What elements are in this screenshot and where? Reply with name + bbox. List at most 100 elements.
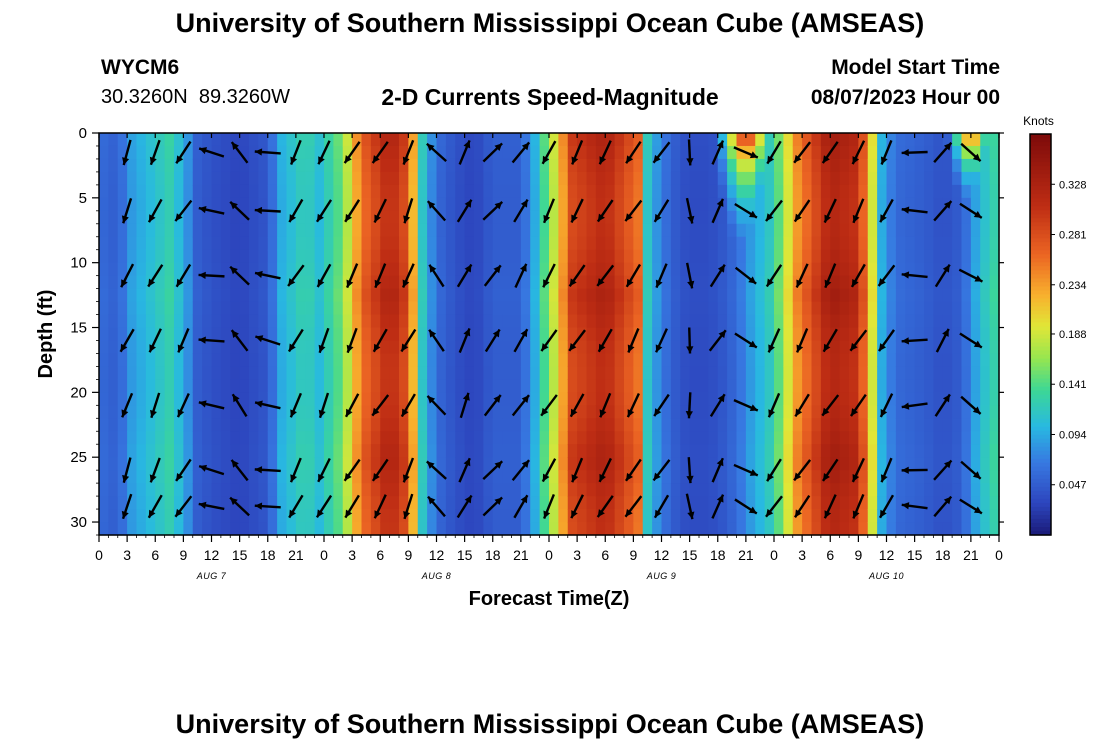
heatmap-cell <box>361 457 372 471</box>
heatmap-cell <box>305 444 316 458</box>
heatmap-cell <box>324 366 334 380</box>
heatmap-cell <box>755 379 766 393</box>
heatmap-cell <box>539 366 550 380</box>
heatmap-cell <box>539 431 550 445</box>
heatmap-cell <box>127 392 138 406</box>
heatmap-cell <box>595 133 606 147</box>
heatmap-cell <box>792 262 803 277</box>
heatmap-cell <box>249 223 259 238</box>
heatmap-cell <box>680 314 691 329</box>
heatmap-cell <box>708 457 719 471</box>
heatmap-cell <box>220 353 231 368</box>
heatmap-cell <box>352 470 363 484</box>
current-arrow-head <box>463 328 471 337</box>
heatmap-cell <box>989 353 1000 368</box>
heatmap-cell <box>839 379 850 393</box>
heatmap-cell <box>680 275 691 290</box>
heatmap-cell <box>267 197 278 212</box>
heatmap-cell <box>633 392 644 406</box>
current-arrow-head <box>716 198 724 207</box>
heatmap-cell <box>820 314 831 329</box>
heatmap-cell <box>511 133 522 147</box>
heatmap-cell <box>839 444 850 458</box>
heatmap-cell <box>417 133 428 147</box>
heatmap-cell <box>258 236 269 251</box>
heatmap-cell <box>699 262 709 277</box>
heatmap-cell <box>492 184 503 199</box>
heatmap-cell <box>745 236 756 251</box>
heatmap-cell <box>745 496 756 510</box>
current-arrow-head <box>374 279 382 288</box>
heatmap-cell <box>736 483 747 497</box>
heatmap-cell <box>774 509 784 523</box>
current-arrow-head <box>794 472 802 481</box>
heatmap-cell <box>127 366 138 380</box>
heatmap-cell <box>267 301 278 316</box>
heatmap-cell <box>211 392 222 406</box>
heatmap-cell <box>933 223 944 238</box>
heatmap-cell <box>933 353 944 368</box>
heatmap-cell <box>277 405 288 419</box>
heatmap-cell <box>989 379 1000 393</box>
current-arrow-head <box>973 210 982 218</box>
heatmap-cell <box>183 418 194 432</box>
heatmap-cell <box>333 275 344 290</box>
heatmap-cell <box>652 314 663 329</box>
heatmap-cell <box>577 457 588 471</box>
x-tick-label: 18 <box>260 547 276 563</box>
heatmap-cell <box>249 457 259 471</box>
heatmap-cell <box>830 275 841 290</box>
heatmap-cell <box>605 158 616 173</box>
heatmap-cell <box>952 288 963 303</box>
heatmap-cell <box>989 496 1000 510</box>
heatmap-cell <box>755 262 766 277</box>
current-arrow-head <box>372 155 380 164</box>
x-tick-label: 9 <box>179 547 187 563</box>
heatmap-cell <box>642 223 653 238</box>
current-arrow-head <box>571 214 578 223</box>
current-arrow-head <box>198 206 207 214</box>
heatmap-cell <box>389 158 400 173</box>
current-arrow-head <box>749 469 758 476</box>
heatmap-cell <box>211 327 222 342</box>
heatmap-cell <box>342 522 353 536</box>
heatmap-cell <box>389 522 400 536</box>
heatmap-cell <box>211 379 222 393</box>
heatmap-cell <box>249 158 259 173</box>
heatmap-cell <box>820 392 831 406</box>
current-arrow-head <box>290 409 297 418</box>
heatmap-cell <box>877 262 888 277</box>
heatmap-cell <box>324 288 334 303</box>
heatmap-cell <box>474 509 484 523</box>
heatmap-cell <box>277 483 288 497</box>
heatmap-cell <box>980 249 991 264</box>
heatmap-cell <box>417 392 428 406</box>
heatmap-cell <box>652 379 663 393</box>
current-arrow-head <box>318 473 325 482</box>
heatmap-cell <box>408 444 419 458</box>
heatmap-cell <box>717 522 728 536</box>
colorbar-segment <box>1030 230 1051 235</box>
heatmap-cell <box>980 483 991 497</box>
heatmap-cell <box>624 236 634 251</box>
heatmap-cell <box>642 392 653 406</box>
heatmap-cell <box>914 418 925 432</box>
heatmap-cell <box>352 366 363 380</box>
heatmap-cell <box>961 197 972 212</box>
heatmap-cell <box>605 405 616 419</box>
colorbar-segment <box>1030 406 1051 412</box>
heatmap-cell <box>886 133 897 147</box>
heatmap-cell <box>314 145 325 160</box>
heatmap-cell <box>952 431 963 445</box>
heatmap-cell <box>727 366 738 380</box>
heatmap-cell <box>333 483 344 497</box>
heatmap-cell <box>858 418 869 432</box>
heatmap-cell <box>970 444 981 458</box>
heatmap-cell <box>99 236 109 251</box>
heatmap-cell <box>989 288 1000 303</box>
current-arrow-head <box>176 472 184 481</box>
heatmap-cell <box>670 301 681 316</box>
heatmap-cell <box>492 431 503 445</box>
x-tick-label: 21 <box>738 547 754 563</box>
heatmap-cell <box>895 158 906 173</box>
